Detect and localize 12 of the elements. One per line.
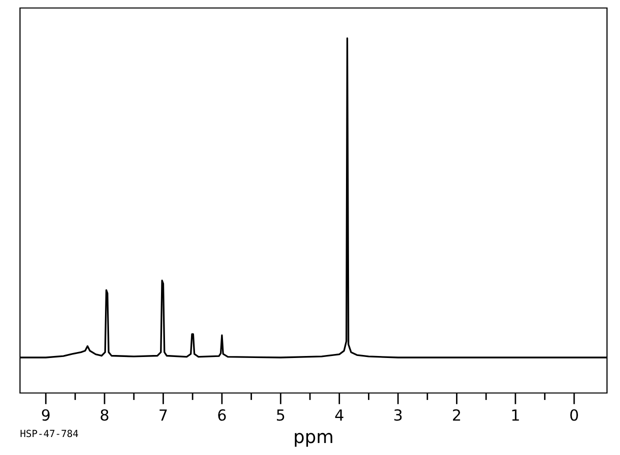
x-tick-label: 5: [276, 409, 284, 421]
x-tick-label: 1: [512, 409, 519, 421]
x-tick-label: 9: [42, 409, 50, 421]
x-tick-label: 7: [160, 409, 167, 421]
x-tick-label: 4: [335, 409, 344, 421]
x-tick-label: 0: [570, 409, 578, 421]
x-tick-label: 3: [394, 409, 402, 421]
x-tick-label: 2: [452, 409, 460, 421]
x-axis-title: ppm: [294, 432, 332, 447]
x-tick-label: 6: [218, 409, 226, 421]
text: HSP-47-784: [20, 430, 78, 438]
x-tick-label: 8: [100, 409, 108, 421]
